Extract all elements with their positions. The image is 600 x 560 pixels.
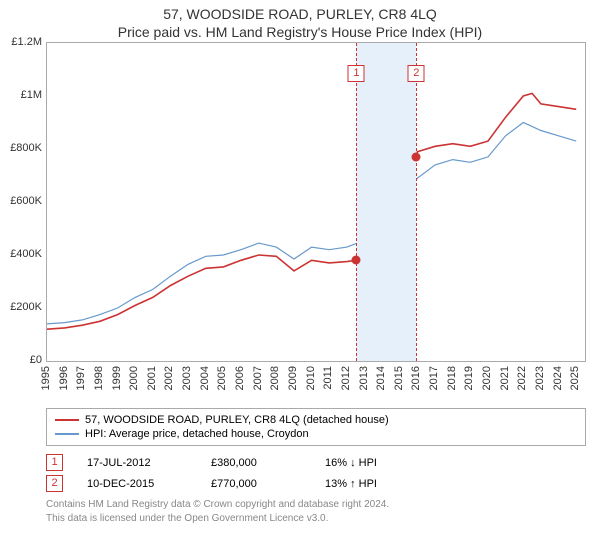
- transaction-flag: 2: [46, 475, 63, 492]
- x-tick-label: 2012: [340, 366, 352, 390]
- legend-item: 57, WOODSIDE ROAD, PURLEY, CR8 4LQ (deta…: [55, 413, 577, 427]
- x-tick-label: 2000: [128, 366, 140, 390]
- transaction-diff: 16% ↓ HPI: [325, 457, 415, 469]
- x-tick-label: 2014: [375, 366, 387, 390]
- data-point-marker: [412, 152, 421, 161]
- x-tick-label: 1998: [93, 366, 105, 390]
- flag-label: 2: [408, 65, 425, 82]
- x-tick-label: 2011: [322, 366, 334, 390]
- x-tick-label: 1995: [40, 366, 52, 390]
- x-tick-label: 2015: [393, 366, 405, 390]
- x-tick-label: 2004: [199, 366, 211, 390]
- transaction-date: 17-JUL-2012: [87, 457, 187, 469]
- x-tick-label: 2005: [216, 366, 228, 390]
- data-point-marker: [352, 256, 361, 265]
- x-tick-label: 2021: [499, 366, 511, 390]
- legend-label: 57, WOODSIDE ROAD, PURLEY, CR8 4LQ (deta…: [85, 414, 389, 426]
- title-sub: Price paid vs. HM Land Registry's House …: [0, 24, 600, 40]
- y-tick-label: £400K: [10, 248, 42, 260]
- transaction-row: 1 17-JUL-2012 £380,000 16% ↓ HPI: [46, 452, 586, 473]
- chart-container: 57, WOODSIDE ROAD, PURLEY, CR8 4LQ Price…: [0, 0, 600, 525]
- x-tick-label: 2017: [428, 366, 440, 390]
- x-tick-label: 2006: [234, 366, 246, 390]
- x-tick-label: 2019: [463, 366, 475, 390]
- vline: [356, 43, 357, 361]
- y-tick-label: £1M: [21, 89, 42, 101]
- footer-line-2: This data is licensed under the Open Gov…: [46, 512, 586, 526]
- footer: Contains HM Land Registry data © Crown c…: [46, 498, 586, 525]
- y-axis: £0£200K£400K£600K£800K£1M£1.2M: [0, 42, 46, 360]
- x-tick-label: 2001: [146, 366, 158, 390]
- transaction-row: 2 10-DEC-2015 £770,000 13% ↑ HPI: [46, 473, 586, 494]
- y-tick-label: £1.2M: [11, 36, 42, 48]
- flag-label: 1: [348, 65, 365, 82]
- x-tick-label: 2018: [446, 366, 458, 390]
- transaction-flag: 1: [46, 454, 63, 471]
- x-tick-label: 2013: [358, 366, 370, 390]
- legend-swatch: [55, 419, 79, 421]
- x-tick-label: 2025: [569, 366, 581, 390]
- x-tick-label: 2003: [181, 366, 193, 390]
- x-tick-label: 2022: [516, 366, 528, 390]
- title-block: 57, WOODSIDE ROAD, PURLEY, CR8 4LQ Price…: [0, 0, 600, 42]
- x-axis: 1995199619971998199920002001200220032004…: [46, 362, 586, 402]
- x-tick-label: 2002: [163, 366, 175, 390]
- vline: [416, 43, 417, 361]
- series-property: [47, 93, 576, 329]
- y-tick-label: £800K: [10, 142, 42, 154]
- highlight-band: [356, 43, 416, 361]
- transaction-diff: 13% ↑ HPI: [325, 478, 415, 490]
- x-tick-label: 2007: [252, 366, 264, 390]
- x-tick-label: 1996: [58, 366, 70, 390]
- y-tick-label: £600K: [10, 195, 42, 207]
- legend-label: HPI: Average price, detached house, Croy…: [85, 428, 309, 440]
- plot-area: 12: [46, 42, 586, 362]
- x-tick-label: 2009: [287, 366, 299, 390]
- transaction-price: £380,000: [211, 457, 301, 469]
- x-tick-label: 2023: [534, 366, 546, 390]
- footer-line-1: Contains HM Land Registry data © Crown c…: [46, 498, 586, 512]
- transaction-price: £770,000: [211, 478, 301, 490]
- transactions-table: 1 17-JUL-2012 £380,000 16% ↓ HPI 2 10-DEC-201…: [46, 452, 586, 494]
- legend-item: HPI: Average price, detached house, Croy…: [55, 427, 577, 441]
- x-tick-label: 2016: [410, 366, 422, 390]
- x-tick-label: 1997: [75, 366, 87, 390]
- series-hpi: [47, 123, 576, 324]
- x-tick-label: 2008: [269, 366, 281, 390]
- y-tick-label: £200K: [10, 301, 42, 313]
- title-main: 57, WOODSIDE ROAD, PURLEY, CR8 4LQ: [0, 6, 600, 22]
- x-tick-label: 2010: [305, 366, 317, 390]
- x-tick-label: 2020: [481, 366, 493, 390]
- legend-swatch: [55, 433, 79, 434]
- transaction-date: 10-DEC-2015: [87, 478, 187, 490]
- legend: 57, WOODSIDE ROAD, PURLEY, CR8 4LQ (deta…: [46, 408, 586, 446]
- y-tick-label: £0: [30, 354, 42, 366]
- chart-lines: [47, 43, 585, 361]
- x-tick-label: 1999: [111, 366, 123, 390]
- x-tick-label: 2024: [552, 366, 564, 390]
